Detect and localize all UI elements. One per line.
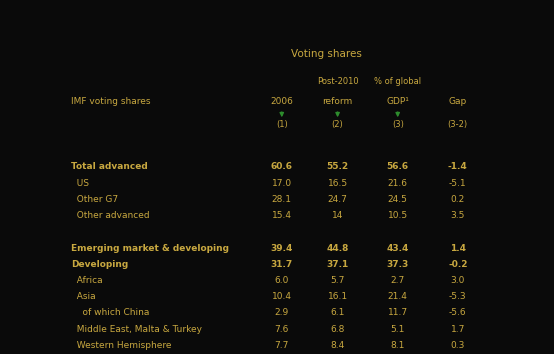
Text: Voting shares: Voting shares	[291, 49, 362, 59]
Text: 8.4: 8.4	[331, 341, 345, 350]
Text: 39.4: 39.4	[270, 244, 293, 252]
Text: 6.1: 6.1	[330, 308, 345, 318]
Text: 2006: 2006	[270, 97, 293, 106]
Text: % of global: % of global	[374, 76, 421, 86]
Text: -1.4: -1.4	[448, 162, 468, 171]
Text: 24.5: 24.5	[388, 195, 408, 204]
Text: 43.4: 43.4	[387, 244, 409, 252]
Text: Emerging market & developing: Emerging market & developing	[71, 244, 229, 252]
Text: -5.3: -5.3	[449, 292, 466, 301]
Text: (1): (1)	[276, 120, 288, 129]
Text: 3.0: 3.0	[450, 276, 465, 285]
Text: Gap: Gap	[449, 97, 467, 106]
Text: Other advanced: Other advanced	[71, 211, 150, 220]
Text: 10.4: 10.4	[272, 292, 292, 301]
Text: 6.0: 6.0	[275, 276, 289, 285]
Text: 16.1: 16.1	[327, 292, 348, 301]
Text: -5.1: -5.1	[449, 179, 466, 188]
Text: 7.7: 7.7	[275, 341, 289, 350]
Text: reform: reform	[322, 97, 353, 106]
Text: 31.7: 31.7	[271, 260, 293, 269]
Text: 6.8: 6.8	[330, 325, 345, 333]
Text: Middle East, Malta & Turkey: Middle East, Malta & Turkey	[71, 325, 202, 333]
Text: Western Hemisphere: Western Hemisphere	[71, 341, 172, 350]
Text: 21.4: 21.4	[388, 292, 408, 301]
Text: 1.4: 1.4	[450, 244, 466, 252]
Text: -0.2: -0.2	[448, 260, 468, 269]
Text: (3): (3)	[392, 120, 404, 129]
Text: Asia: Asia	[71, 292, 96, 301]
Text: -5.6: -5.6	[449, 308, 466, 318]
Text: 0.2: 0.2	[451, 195, 465, 204]
Text: 55.2: 55.2	[326, 162, 348, 171]
Text: US: US	[71, 179, 89, 188]
Text: 2.9: 2.9	[275, 308, 289, 318]
Text: 28.1: 28.1	[272, 195, 292, 204]
Text: 5.1: 5.1	[391, 325, 405, 333]
Text: Post-2010: Post-2010	[317, 76, 358, 86]
Text: 60.6: 60.6	[271, 162, 293, 171]
Text: 37.3: 37.3	[387, 260, 409, 269]
Text: 2.7: 2.7	[391, 276, 405, 285]
Text: 16.5: 16.5	[327, 179, 348, 188]
Text: 5.7: 5.7	[330, 276, 345, 285]
Text: 7.6: 7.6	[275, 325, 289, 333]
Text: 21.6: 21.6	[388, 179, 408, 188]
Text: 15.4: 15.4	[272, 211, 292, 220]
Text: Africa: Africa	[71, 276, 103, 285]
Text: 11.7: 11.7	[388, 308, 408, 318]
Text: (2): (2)	[332, 120, 343, 129]
Text: 1.7: 1.7	[450, 325, 465, 333]
Text: Other G7: Other G7	[71, 195, 119, 204]
Text: 14: 14	[332, 211, 343, 220]
Text: 44.8: 44.8	[326, 244, 349, 252]
Text: Developing: Developing	[71, 260, 129, 269]
Text: 24.7: 24.7	[327, 195, 347, 204]
Text: 0.3: 0.3	[450, 341, 465, 350]
Text: 3.5: 3.5	[450, 211, 465, 220]
Text: of which China: of which China	[71, 308, 150, 318]
Text: IMF voting shares: IMF voting shares	[71, 97, 151, 106]
Text: 8.1: 8.1	[391, 341, 405, 350]
Text: Total advanced: Total advanced	[71, 162, 148, 171]
Text: 10.5: 10.5	[388, 211, 408, 220]
Text: 37.1: 37.1	[326, 260, 348, 269]
Text: 17.0: 17.0	[271, 179, 292, 188]
Text: 56.6: 56.6	[387, 162, 409, 171]
Text: (3-2): (3-2)	[448, 120, 468, 129]
Text: GDP¹: GDP¹	[386, 97, 409, 106]
